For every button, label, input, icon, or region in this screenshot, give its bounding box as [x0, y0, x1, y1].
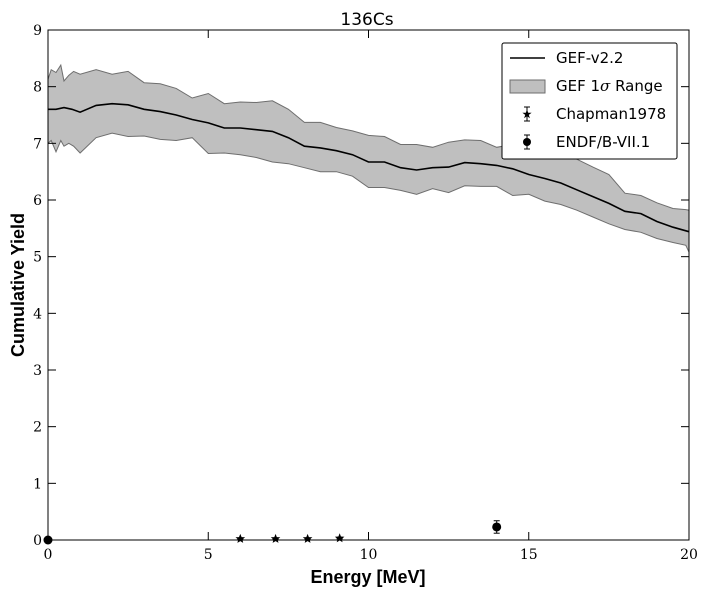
endf-point — [492, 520, 502, 534]
chapman1978-point — [334, 533, 345, 543]
y-tick-label: 6 — [33, 193, 42, 209]
y-tick-label: 3 — [33, 363, 42, 379]
x-tick-label: 15 — [520, 547, 538, 563]
x-tick-label: 5 — [204, 547, 213, 563]
gef-v2-2-line — [48, 102, 690, 233]
y-tick-label: 0 — [33, 533, 42, 549]
x-tick-label: 10 — [360, 547, 378, 563]
y-tick-label: 2 — [33, 420, 42, 436]
legend-entry-endf: ENDF/B-VII.1 — [556, 133, 650, 151]
y-tick-label: 5 — [33, 250, 42, 266]
legend-range-suffix: Range — [610, 77, 662, 95]
y-tick-label: 7 — [33, 136, 42, 152]
y-tick-label: 1 — [33, 476, 42, 492]
x-tick-label: 20 — [680, 547, 698, 563]
x-tick-label: 0 — [44, 547, 53, 563]
y-tick-label: 8 — [33, 80, 42, 96]
legend-band-swatch — [509, 79, 546, 94]
legend: GEF-v2.2 GEF 1σ Range Chapman1978 ENDF/B… — [501, 42, 678, 160]
tick-layer: 0 5 10 15 20 0 1 2 3 4 5 6 7 8 9 — [33, 23, 698, 563]
legend-entry-gef-range: GEF 1σ Range — [556, 77, 663, 95]
chapman1978-point — [302, 533, 313, 543]
x-axis-label: Energy [MeV] — [310, 567, 425, 587]
line-layer — [48, 102, 690, 233]
y-tick-label: 4 — [33, 306, 42, 322]
legend-circle-swatch — [523, 134, 531, 150]
legend-box — [501, 42, 678, 160]
chart-title: 136Cs — [340, 10, 393, 30]
chapman1978-point — [270, 533, 281, 543]
y-tick-label: 9 — [33, 23, 42, 39]
legend-range-sigma: σ — [600, 77, 611, 95]
legend-range-prefix: GEF 1 — [556, 77, 600, 95]
legend-entry-chapman: Chapman1978 — [556, 105, 666, 123]
y-axis-label: Cumulative Yield — [8, 213, 28, 357]
legend-entry-gef: GEF-v2.2 — [556, 49, 623, 67]
legend-star-swatch — [522, 106, 532, 122]
marker-layer — [43, 520, 502, 545]
chapman1978-point — [235, 533, 246, 543]
